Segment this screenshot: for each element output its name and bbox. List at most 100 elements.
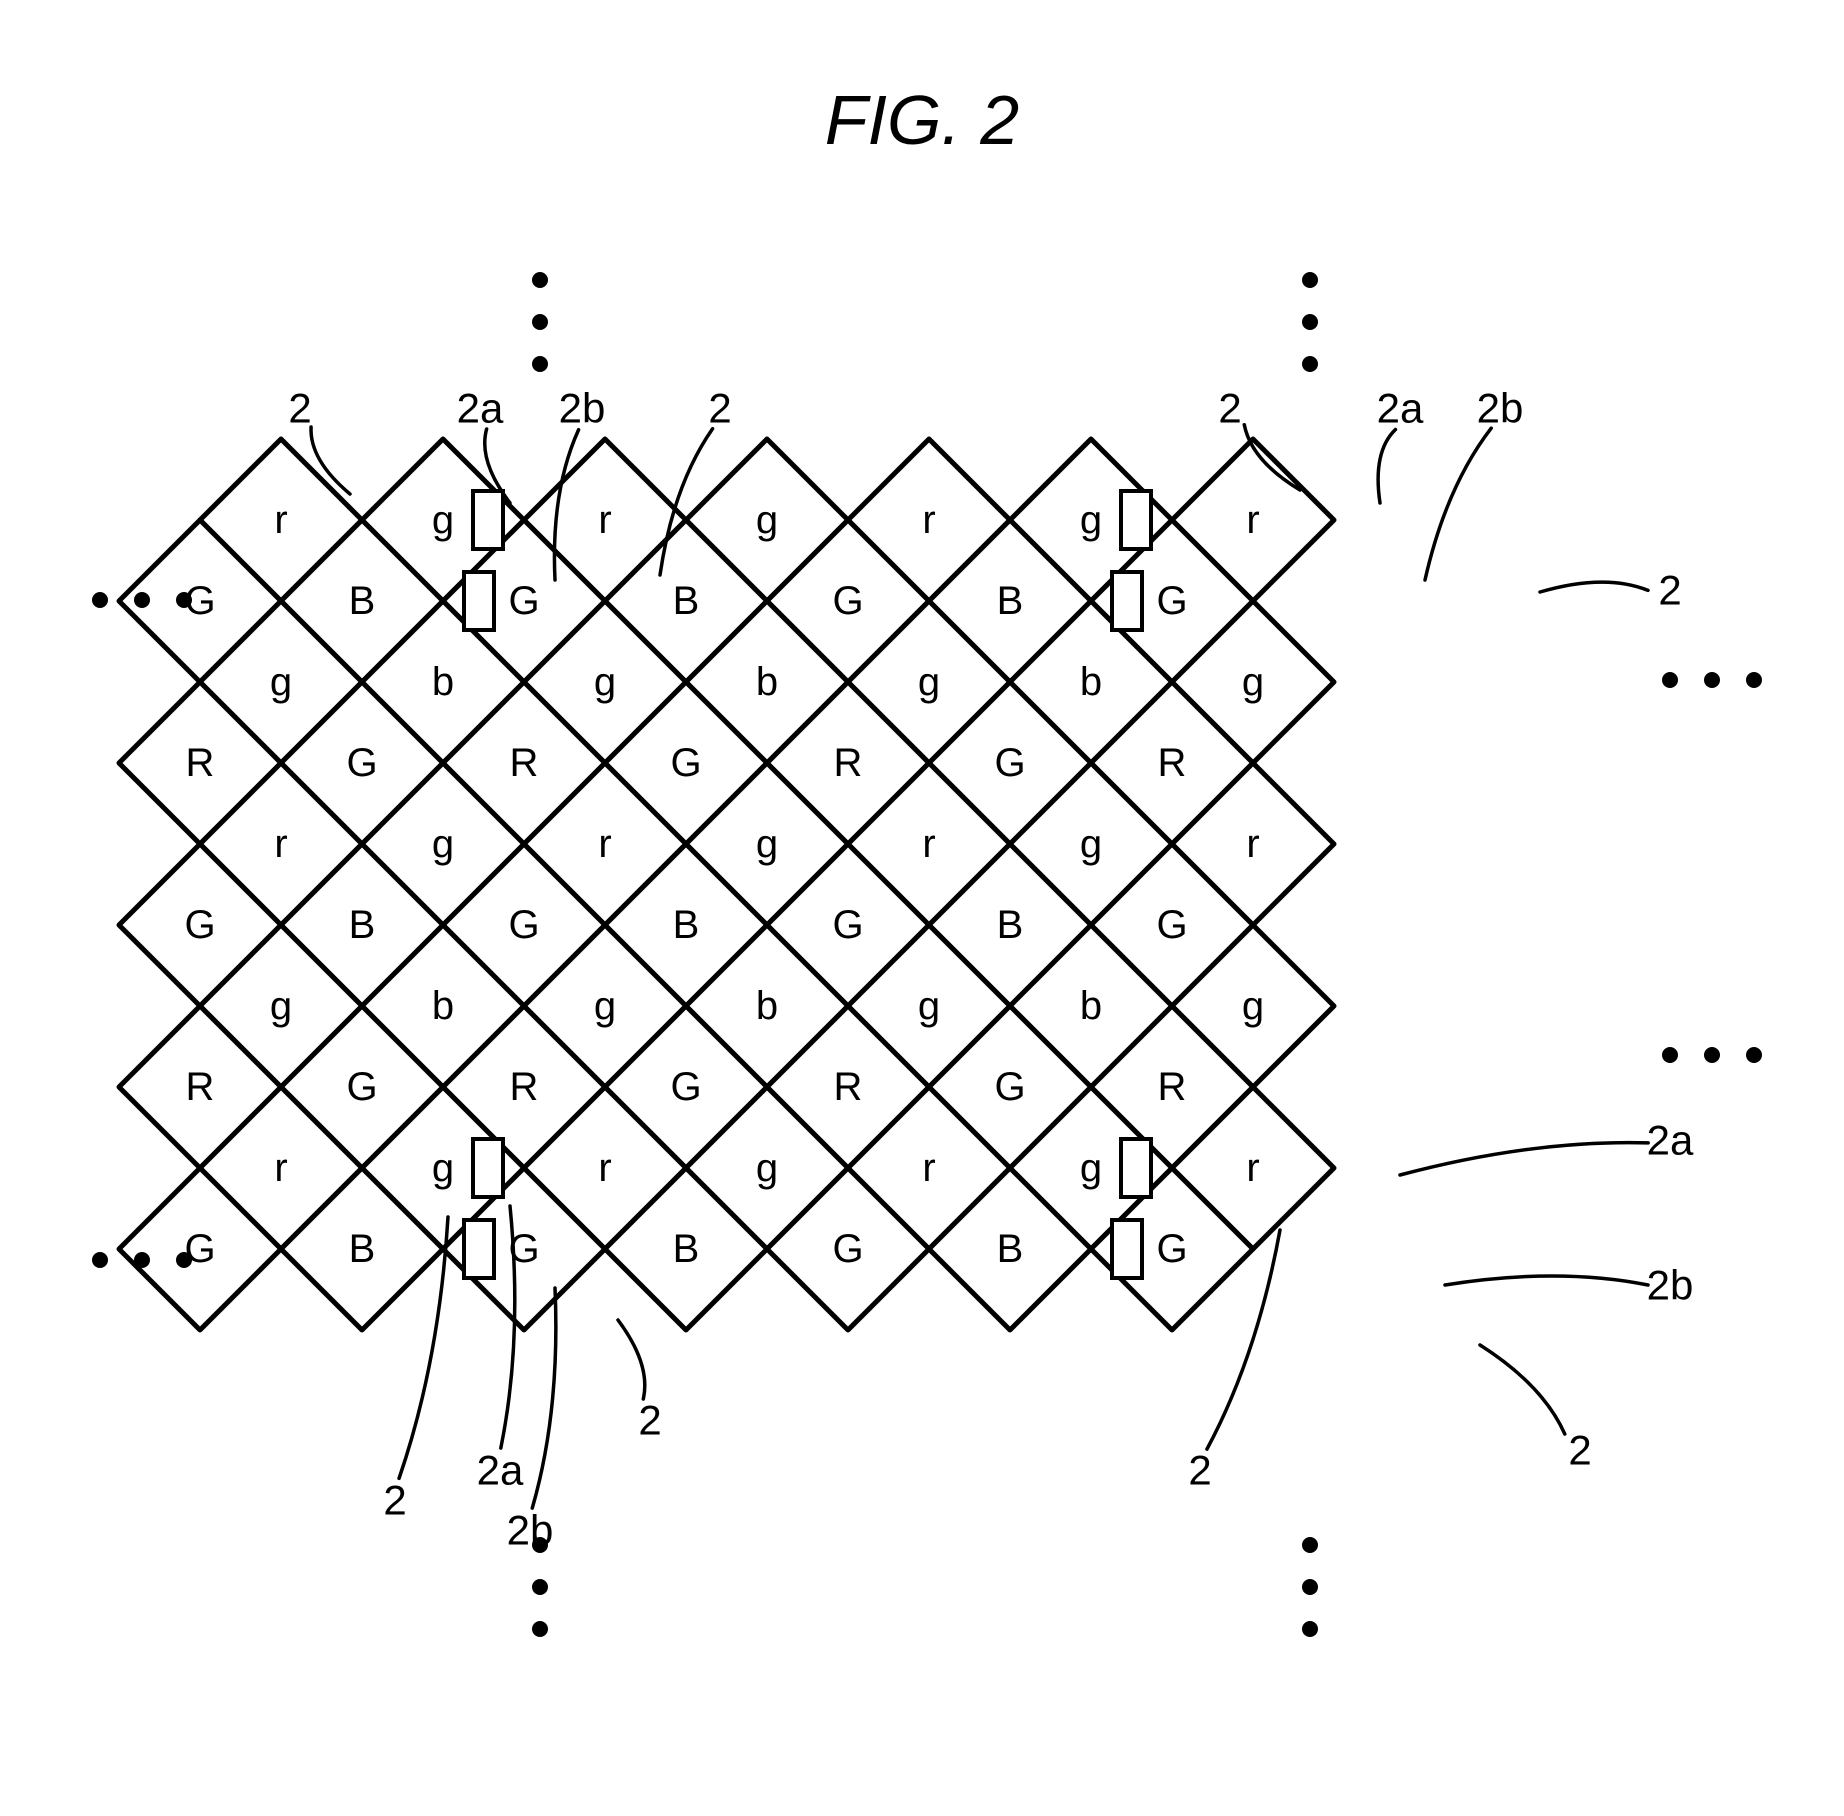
marker-rect <box>473 1139 503 1197</box>
ellipsis-dot <box>1302 1537 1318 1553</box>
cell-label: g <box>1080 1146 1102 1190</box>
ellipsis-dot <box>1302 314 1318 330</box>
ellipsis-dot <box>134 1252 150 1268</box>
cell-label: b <box>756 984 778 1028</box>
cell-label: B <box>997 903 1024 947</box>
cell-label: B <box>349 903 376 947</box>
cell-label: B <box>673 579 700 623</box>
cell-label: b <box>432 660 454 704</box>
callout-label: 2a <box>477 1447 524 1494</box>
cell-label: B <box>673 1227 700 1271</box>
cell-label: G <box>832 579 863 623</box>
callout-line <box>1480 1345 1565 1434</box>
marker-rect <box>473 491 503 549</box>
cell-label: g <box>270 984 292 1028</box>
cell-label: G <box>346 1065 377 1109</box>
marker-rect <box>1121 491 1151 549</box>
cell-label: r <box>274 822 287 866</box>
cell-label: b <box>432 984 454 1028</box>
cell-label: R <box>186 1065 215 1109</box>
ellipsis-dot <box>1302 1621 1318 1637</box>
cell-label: R <box>510 741 539 785</box>
cell-label: G <box>832 1227 863 1271</box>
cell-label: g <box>432 498 454 542</box>
cell-label: b <box>756 660 778 704</box>
cell-label: R <box>1158 1065 1187 1109</box>
cell-label: r <box>274 1146 287 1190</box>
cell-label: g <box>594 660 616 704</box>
cell-label: g <box>1242 984 1264 1028</box>
ellipsis-dot <box>1662 1047 1678 1063</box>
ellipsis-dot <box>1746 1047 1762 1063</box>
callout-label: 2a <box>1377 385 1424 432</box>
callout-label: 2a <box>1647 1117 1694 1164</box>
ellipsis-dot <box>532 314 548 330</box>
cell-label: G <box>670 741 701 785</box>
callout-line <box>1425 428 1491 580</box>
cell-label: B <box>997 1227 1024 1271</box>
cell-label: g <box>432 822 454 866</box>
cell-label: B <box>673 903 700 947</box>
cell-label: G <box>184 903 215 947</box>
callout-line <box>1378 430 1395 503</box>
ellipsis-dot <box>1704 672 1720 688</box>
callout-line <box>1400 1143 1648 1175</box>
callout-line <box>618 1320 645 1399</box>
cell-label: b <box>1080 984 1102 1028</box>
callout-label: 2 <box>638 1397 661 1444</box>
cell-label: g <box>756 1146 778 1190</box>
ellipsis-dot <box>1302 272 1318 288</box>
marker-rect <box>1121 1139 1151 1197</box>
cell-label: g <box>432 1146 454 1190</box>
cell-label: R <box>186 741 215 785</box>
cell-label: G <box>994 1065 1025 1109</box>
cell-label: R <box>834 741 863 785</box>
ellipsis-dot <box>92 592 108 608</box>
cell-label: R <box>834 1065 863 1109</box>
cell-label: B <box>349 579 376 623</box>
cell-label: G <box>670 1065 701 1109</box>
callout-label: 2 <box>1658 567 1681 614</box>
cell-label: r <box>922 498 935 542</box>
cell-label: G <box>346 741 377 785</box>
ellipsis-dot <box>532 356 548 372</box>
callout-line <box>1540 582 1648 592</box>
cell-label: r <box>1246 498 1259 542</box>
cell-label: G <box>1156 903 1187 947</box>
cell-label: R <box>1158 741 1187 785</box>
cell-label: B <box>349 1227 376 1271</box>
cell-label: g <box>918 984 940 1028</box>
figure: FIG. 2rgrgrgrGBGBGBGgbgbgbgRGRGRGRrgrgrg… <box>0 0 1844 1816</box>
cell-label: r <box>598 498 611 542</box>
cell-label: R <box>510 1065 539 1109</box>
cell-label: r <box>922 1146 935 1190</box>
cell-label: r <box>1246 1146 1259 1190</box>
ellipsis-dot <box>176 592 192 608</box>
marker-rect <box>1112 1220 1142 1278</box>
ellipsis-dot <box>532 1621 548 1637</box>
callout-line <box>1445 1276 1648 1285</box>
cell-label: r <box>598 822 611 866</box>
cell-label: r <box>274 498 287 542</box>
cell-label: G <box>832 903 863 947</box>
marker-rect <box>464 1220 494 1278</box>
callout-label: 2b <box>1477 385 1524 432</box>
cell-label: g <box>756 822 778 866</box>
callout-label: 2b <box>1647 1262 1694 1309</box>
callout-label: 2 <box>1568 1427 1591 1474</box>
cell-label: G <box>1156 579 1187 623</box>
marker-rect <box>1112 572 1142 630</box>
cell-label: r <box>598 1146 611 1190</box>
callout-label: 2a <box>457 385 504 432</box>
ellipsis-dot <box>532 272 548 288</box>
cell-label: G <box>1156 1227 1187 1271</box>
ellipsis-dot <box>134 592 150 608</box>
callout-label: 2 <box>288 385 311 432</box>
callout-label: 2b <box>559 385 606 432</box>
ellipsis-dot <box>532 1579 548 1595</box>
callout-label: 2 <box>383 1477 406 1524</box>
ellipsis-dot <box>1662 672 1678 688</box>
cell-label: g <box>594 984 616 1028</box>
cell-label: B <box>997 579 1024 623</box>
cell-label: g <box>1242 660 1264 704</box>
